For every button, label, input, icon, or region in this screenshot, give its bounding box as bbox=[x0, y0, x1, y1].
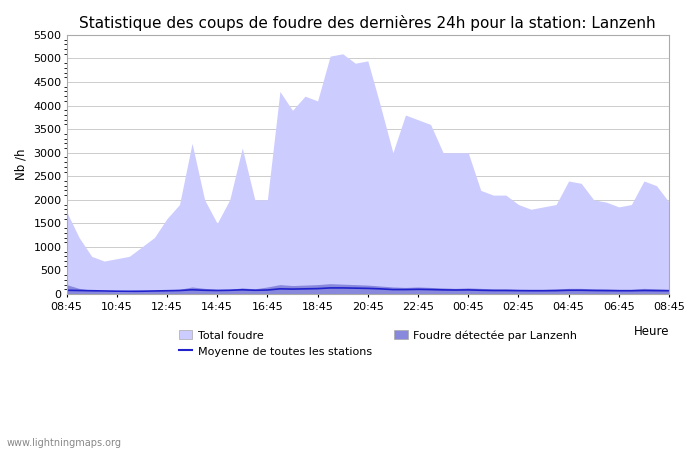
Legend: Total foudre, Moyenne de toutes les stations, Foudre détectée par Lanzenh: Total foudre, Moyenne de toutes les stat… bbox=[174, 326, 582, 361]
Text: www.lightningmaps.org: www.lightningmaps.org bbox=[7, 438, 122, 448]
X-axis label: Heure: Heure bbox=[634, 325, 669, 338]
Y-axis label: Nb /h: Nb /h bbox=[15, 149, 28, 180]
Title: Statistique des coups de foudre des dernières 24h pour la station: Lanzenh: Statistique des coups de foudre des dern… bbox=[80, 15, 656, 31]
